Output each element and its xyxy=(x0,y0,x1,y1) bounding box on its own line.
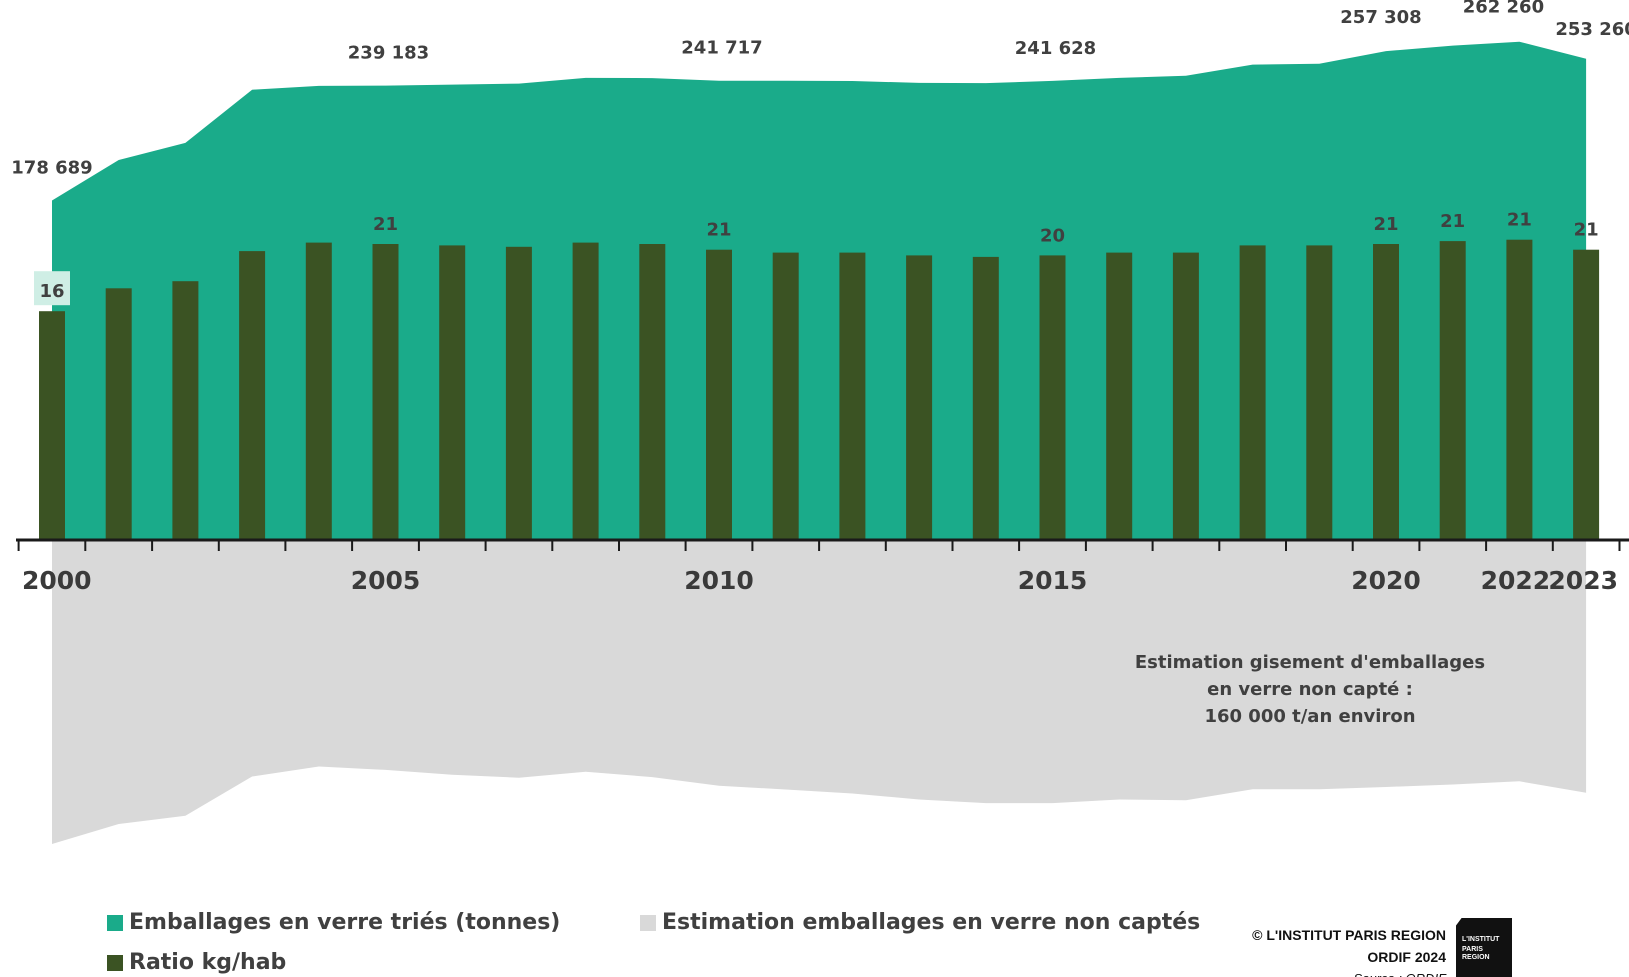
bar-ratio-2004 xyxy=(305,242,332,540)
bar-ratio-2017 xyxy=(1172,252,1199,540)
bar-ratio-2011 xyxy=(772,252,799,540)
bar-ratio-2007 xyxy=(505,246,532,541)
x-tick-label-2015: 2015 xyxy=(1018,566,1088,595)
bar-label-2021: 21 xyxy=(1440,211,1465,232)
area-layer xyxy=(52,41,1587,844)
annotation-note: Estimation gisement d'emballages en verre… xyxy=(1135,652,1485,727)
logo-text-3: REGION xyxy=(1462,954,1490,961)
area-label-2000: 178 689 xyxy=(11,158,92,179)
area-label-2020: 257 308 xyxy=(1340,7,1421,28)
bar-label-2000: 16 xyxy=(39,281,64,302)
bar-label-2005: 21 xyxy=(373,214,398,235)
bar-label-2015: 20 xyxy=(1040,225,1065,246)
x-tick-label-2005: 2005 xyxy=(351,566,421,595)
bar-ratio-2010 xyxy=(706,249,732,540)
legend-label-not-captured: Estimation emballages en verre non capté… xyxy=(662,910,1201,935)
bar-ratio-2008 xyxy=(572,242,599,540)
credit-lines: © L'INSTITUT PARIS REGION ORDIF 2024 Sou… xyxy=(1252,924,1446,977)
bar-ratio-2002 xyxy=(172,281,199,540)
legend-swatch-sorted xyxy=(107,914,123,931)
area-label-2023: 253 260 xyxy=(1555,19,1629,40)
logo-text-1: L'INSTITUT xyxy=(1462,936,1500,943)
bar-ratio-2005 xyxy=(372,244,399,540)
bar-ratio-2022 xyxy=(1506,239,1533,540)
bar-ratio-2003 xyxy=(239,251,266,540)
bar-ratio-2000 xyxy=(39,311,65,540)
bar-ratio-2016 xyxy=(1106,252,1133,540)
annotation-line-3: 160 000 t/an environ xyxy=(1204,706,1415,727)
legend-item-ratio: Ratio kg/hab xyxy=(107,950,286,975)
bar-ratio-2001 xyxy=(105,288,132,540)
bar-ratio-2012 xyxy=(839,252,866,540)
credit-block: © L'INSTITUT PARIS REGION ORDIF 2024 Sou… xyxy=(1200,918,1530,977)
bar-ratio-2013 xyxy=(906,255,933,540)
bar-label-box-2000 xyxy=(34,271,70,306)
area-series-not-captured xyxy=(52,540,1587,844)
area-series-sorted xyxy=(52,41,1587,540)
bar-ratio-2020 xyxy=(1373,244,1399,540)
bar-ratio-2015 xyxy=(1039,255,1066,540)
legend-item-not-captured: Estimation emballages en verre non capté… xyxy=(640,910,1200,935)
annotation-line-2: en verre non capté : xyxy=(1207,679,1413,700)
bar-ratio-2023 xyxy=(1573,249,1600,540)
copyright-text: © L'INSTITUT PARIS REGION xyxy=(1252,927,1446,943)
bar-ratio-2019 xyxy=(1306,245,1333,540)
x-tick-label-2000: 2000 xyxy=(22,566,92,595)
legend-item-sorted: Emballages en verre triés (tonnes) xyxy=(107,910,560,935)
x-tick-label-2020: 2020 xyxy=(1351,566,1421,595)
x-tick-label-2010: 2010 xyxy=(684,566,754,595)
bar-ratio-2014 xyxy=(972,256,999,540)
x-tick-label-2023: 2023 xyxy=(1548,566,1618,595)
bar-label-2020: 21 xyxy=(1373,214,1398,235)
legend-swatch-ratio xyxy=(107,954,123,971)
ordif-text: ORDIF 2024 xyxy=(1367,949,1446,965)
bar-ratio-2009 xyxy=(639,244,666,540)
bar-label-2022: 21 xyxy=(1507,210,1532,231)
bar-layer xyxy=(39,239,1600,541)
area-label-2005: 239 183 xyxy=(348,43,429,64)
logo-text-2: PARIS xyxy=(1462,946,1483,953)
area-label-2022: 262 260 xyxy=(1463,0,1544,18)
institut-logo: L'INSTITUT PARIS REGION xyxy=(1456,918,1512,977)
area-label-2010: 241 717 xyxy=(681,38,762,59)
x-tick-label-2022: 2022 xyxy=(1481,566,1551,595)
legend-label-sorted: Emballages en verre triés (tonnes) xyxy=(129,910,561,935)
legend-swatch-not-captured xyxy=(640,914,656,931)
area-label-2015: 241 628 xyxy=(1015,38,1096,59)
bar-ratio-2021 xyxy=(1439,241,1466,540)
bar-ratio-2006 xyxy=(439,245,466,540)
bar-ratio-2018 xyxy=(1239,245,1266,540)
bar-label-2023: 21 xyxy=(1574,220,1599,241)
legend-label-ratio: Ratio kg/hab xyxy=(129,950,287,975)
annotation-line-1: Estimation gisement d'emballages xyxy=(1135,652,1485,673)
source-text: Source : ORDIF xyxy=(1252,968,1446,977)
bar-label-2010: 21 xyxy=(706,220,731,241)
data-label-layer: 178 689 239 183 241 717 241 628 257 308 262 2… xyxy=(11,0,1629,306)
